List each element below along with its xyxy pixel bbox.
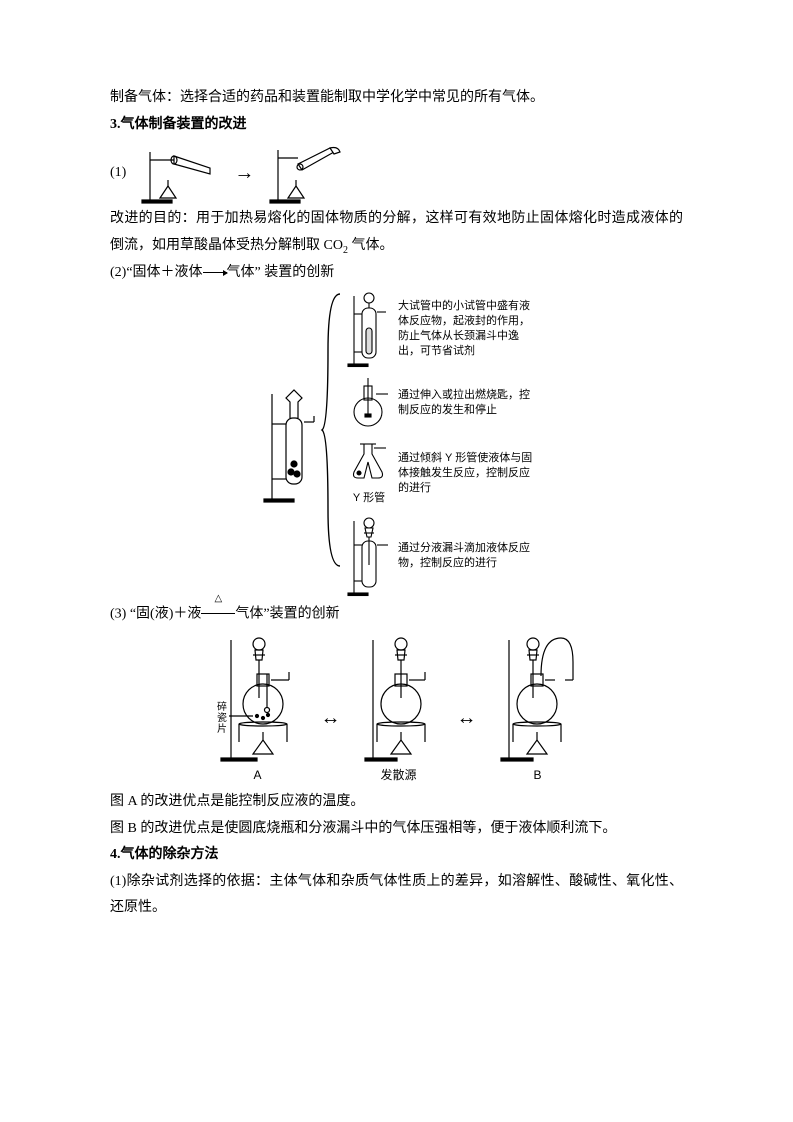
figure-3-note-b: 图 B 的改进优点是使圆底烧瓶和分液漏斗中的气体压强相等，便于液体顺利流下。 (110, 816, 683, 843)
figure-3-center: 发散源 (359, 632, 439, 787)
branch-3: Y 形管 通过倾斜 Y 形管使液体与固体接触发生反应，控制反应的进行 (346, 438, 533, 509)
intro-paragraph: 制备气体：选择合适的药品和装置能制取中学化学中常见的所有气体。 (110, 85, 683, 112)
branch-4-icon (346, 515, 392, 597)
item-2-text-a: (2)“固体＋液体 (110, 265, 203, 280)
brace-icon (320, 290, 346, 570)
item-4-1-text: (1)除杂试剂选择的依据：主体气体和杂质气体性质上的差异，如溶解性、酸碱性、氧化… (110, 869, 683, 922)
item-2-heading: (2)“固体＋液体 气体” 装置的创新 (110, 260, 683, 287)
branch-2-text: 通过伸入或拉出燃烧匙，控制反应的发生和停止 (398, 388, 533, 418)
double-arrow-icon-2: ↔ (457, 699, 477, 737)
item-3-heading: (3) “固(液)＋液△气体”装置的创新 (110, 601, 683, 628)
branch-3-figure: Y 形管 (346, 438, 392, 509)
item-1-explanation: 改进的目的：用于加热易熔化的固体物质的分解，这样可有效地防止固体熔化时造成液体的… (110, 206, 683, 259)
svg-text:片: 片 (217, 722, 227, 735)
svg-text:碎: 碎 (217, 700, 227, 713)
apparatus-after-icon (268, 142, 358, 204)
figure-2-branches: 大试管中的小试管中盛有液体反应物，起液封的作用，防止气体从长颈漏斗中逸出，可节省… (346, 290, 533, 597)
branch-2: 通过伸入或拉出燃烧匙，控制反应的发生和停止 (346, 374, 533, 432)
double-arrow-icon: ↔ (321, 699, 341, 737)
branch-3-icon (346, 438, 392, 486)
item-3-text-b: 气体”装置的创新 (235, 607, 339, 622)
figure-2: 大试管中的小试管中盛有液体反应物，起液封的作用，防止气体从长颈漏斗中逸出，可节省… (110, 290, 683, 597)
svg-text:瓷: 瓷 (217, 711, 227, 724)
root-apparatus-icon (260, 384, 320, 504)
branch-2-icon (346, 374, 392, 432)
branch-4: 通过分液漏斗滴加液体反应物，控制反应的进行 (346, 515, 533, 597)
branch-1-icon (346, 290, 392, 368)
arrow-icon (203, 272, 227, 273)
figure-3-center-label: 发散源 (380, 764, 416, 787)
arrow-delta-icon: △ (201, 601, 235, 628)
item-2-text-b: 气体” 装置的创新 (227, 265, 335, 280)
branch-1: 大试管中的小试管中盛有液体反应物，起液封的作用，防止气体从长颈漏斗中逸出，可节省… (346, 290, 533, 368)
apparatus-before-icon (140, 142, 220, 204)
figure-1-row: (1) → (110, 142, 683, 204)
heading-3: 3.气体制备装置的改进 (110, 112, 683, 139)
item-3-text-a: (3) “固(液)＋液 (110, 607, 201, 622)
branch-3-text: 通过倾斜 Y 形管使液体与固体接触发生反应，控制反应的进行 (398, 451, 533, 496)
branch-1-text: 大试管中的小试管中盛有液体反应物，起液封的作用，防止气体从长颈漏斗中逸出，可节省… (398, 299, 533, 358)
delta-symbol: △ (201, 589, 235, 608)
figure-3-note-a: 图 A 的改进优点是能控制反应液的温度。 (110, 789, 683, 816)
item-1-text-a: 改进的目的：用于加热易熔化的固体物质的分解，这样可有效地防止固体熔化时造成液体的… (110, 211, 683, 253)
figure-3-a: 碎 瓷 片 A (213, 632, 303, 787)
item-1-text-b: 气体。 (348, 238, 394, 253)
arrow-right-icon: → (234, 154, 254, 192)
document-page: 制备气体：选择合适的药品和装置能制取中学化学中常见的所有气体。 3.气体制备装置… (0, 0, 793, 1122)
heading-4: 4.气体的除杂方法 (110, 842, 683, 869)
item-1-prefix: (1) (110, 160, 126, 187)
branch-3-caption: Y 形管 (353, 488, 385, 509)
figure-3: 碎 瓷 片 A ↔ (110, 632, 683, 787)
figure-3-b-label: B (533, 764, 541, 787)
apparatus-center-icon (359, 632, 439, 762)
figure-3-a-label: A (253, 764, 261, 787)
apparatus-b-icon (495, 632, 581, 762)
branch-4-text: 通过分液漏斗滴加液体反应物，控制反应的进行 (398, 541, 533, 571)
apparatus-a-icon: 碎 瓷 片 (213, 632, 303, 762)
figure-3-b: B (495, 632, 581, 787)
figure-2-root (260, 290, 320, 597)
